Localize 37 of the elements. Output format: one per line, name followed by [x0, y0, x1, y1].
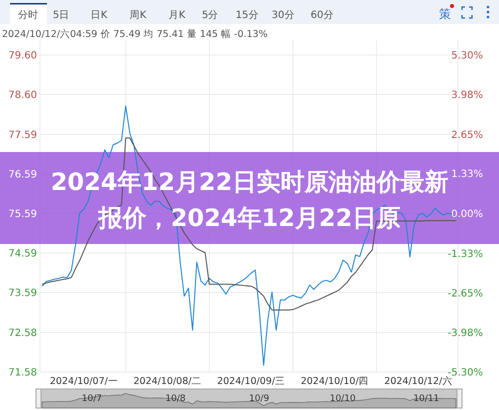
text: 10/8 — [165, 394, 186, 404]
x-tick-label: 2024/10/09/三 — [217, 376, 286, 387]
text: 60分 — [310, 9, 334, 21]
text: 10/7 — [82, 394, 102, 404]
y2-tick-label: -3.98% — [448, 328, 483, 340]
text: 5日 — [52, 10, 70, 21]
text: 策 — [439, 7, 451, 21]
y-tick-label: 72.58 — [8, 328, 37, 339]
y-tick-label: 76.59 — [8, 169, 37, 180]
y-tick-label: 74.59 — [8, 248, 37, 260]
y-tick-label: 77.59 — [8, 130, 37, 141]
text: 分时 — [18, 9, 38, 21]
y2-tick-label: 1.33% — [451, 169, 483, 180]
y2-tick-label: -1.33% — [448, 248, 483, 260]
text: 30分 — [272, 9, 294, 21]
y2-tick-label: -2.65% — [448, 288, 483, 300]
y-tick-label: 78.60 — [8, 90, 37, 102]
text: 10/9 — [248, 394, 270, 404]
text: 10/10 — [330, 394, 356, 404]
y2-tick-label: 0.00% — [451, 209, 483, 220]
y-tick-label: 71.58 — [8, 368, 37, 378]
text: 月K — [168, 10, 186, 21]
x-tick-label: 2024/10/08/二 — [134, 376, 202, 387]
y2-tick-label: 3.98% — [451, 90, 483, 101]
y2-tick-label: 5.30% — [451, 50, 483, 62]
text: 10/11 — [413, 394, 440, 404]
text: 2024/10/12/六04:59 价 75.49 均 75.41 量 145 幅 -0.13% — [2, 28, 268, 40]
y-tick-label: 73.59 — [8, 288, 37, 300]
text: 5分 — [202, 9, 218, 21]
y-tick-label: 79.60 — [8, 50, 37, 62]
x-tick-label: 2024/10/10/四 — [300, 376, 369, 387]
text: 日K — [90, 10, 108, 21]
x-tick-label: 2024/10/07/一 — [50, 376, 118, 387]
text: 15分 — [236, 9, 258, 21]
text: 周K — [130, 10, 147, 21]
y2-tick-label: 2.65% — [451, 130, 483, 141]
y-tick-label: 75.59 — [8, 209, 37, 220]
